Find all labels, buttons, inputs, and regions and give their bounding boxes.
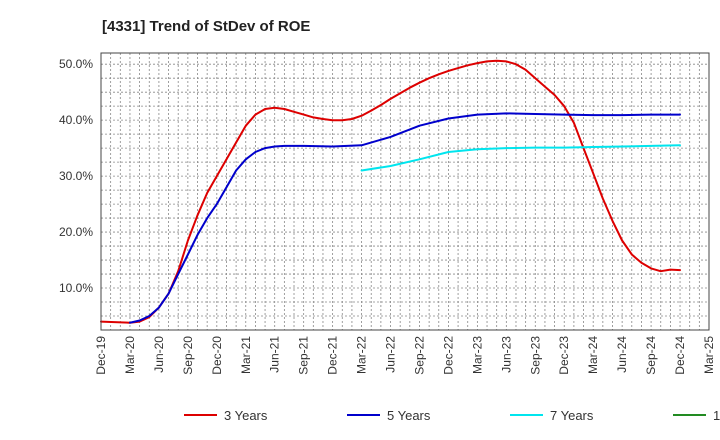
x-tick-label: Sep-23 [528,336,542,375]
x-tick-label: Dec-21 [326,336,340,375]
y-tick-label: 50.0% [59,57,93,71]
x-tick-label: Sep-21 [297,336,311,375]
x-tick-label: Dec-22 [441,336,455,375]
x-tick-label: Mar-24 [586,336,600,374]
series-line-3 [360,144,681,172]
x-tick-label: Mar-20 [123,336,137,374]
x-tick-label: Mar-23 [470,336,484,374]
x-tick-label: Mar-25 [702,336,716,374]
x-tick-label: Sep-24 [644,336,658,375]
legend-label: 10 Years [713,408,720,423]
x-tick-label: Jun-22 [384,336,398,373]
series-line-2 [129,112,681,324]
series-line-1 [100,59,681,324]
legend-label: 5 Years [387,408,431,423]
x-tick-label: Dec-19 [94,336,108,375]
x-tick-label: Jun-21 [268,336,282,373]
series-layer [100,59,681,324]
y-tick-label: 30.0% [59,169,93,183]
x-tick-label: Mar-21 [239,336,253,374]
x-tick-label: Dec-20 [210,336,224,375]
x-tick-label: Mar-22 [355,336,369,374]
legend: 3 Years 5 Years 7 Years 10 Years [184,408,720,423]
y-axis: 10.0% 20.0% 30.0% 40.0% 50.0% [59,57,93,295]
y-tick-label: 10.0% [59,281,93,295]
legend-label: 3 Years [224,408,268,423]
x-tick-label: Jun-23 [499,336,513,373]
x-tick-label: Sep-20 [181,336,195,375]
y-tick-label: 40.0% [59,113,93,127]
legend-label: 7 Years [550,408,594,423]
x-tick-label: Sep-22 [412,336,426,375]
y-tick-label: 20.0% [59,225,93,239]
x-tick-label: Dec-23 [557,336,571,375]
plot-frame [100,52,710,331]
plot-background [101,53,709,330]
chart-title: [4331] Trend of StDev of ROE [102,18,310,35]
x-tick-label: Dec-24 [673,336,687,375]
x-tick-label: Jun-24 [615,336,629,373]
x-axis: Dec-19 Mar-20 Jun-20 Sep-20 Dec-20 Mar-21 Jun-… [94,336,716,375]
x-tick-label: Jun-20 [152,336,166,373]
